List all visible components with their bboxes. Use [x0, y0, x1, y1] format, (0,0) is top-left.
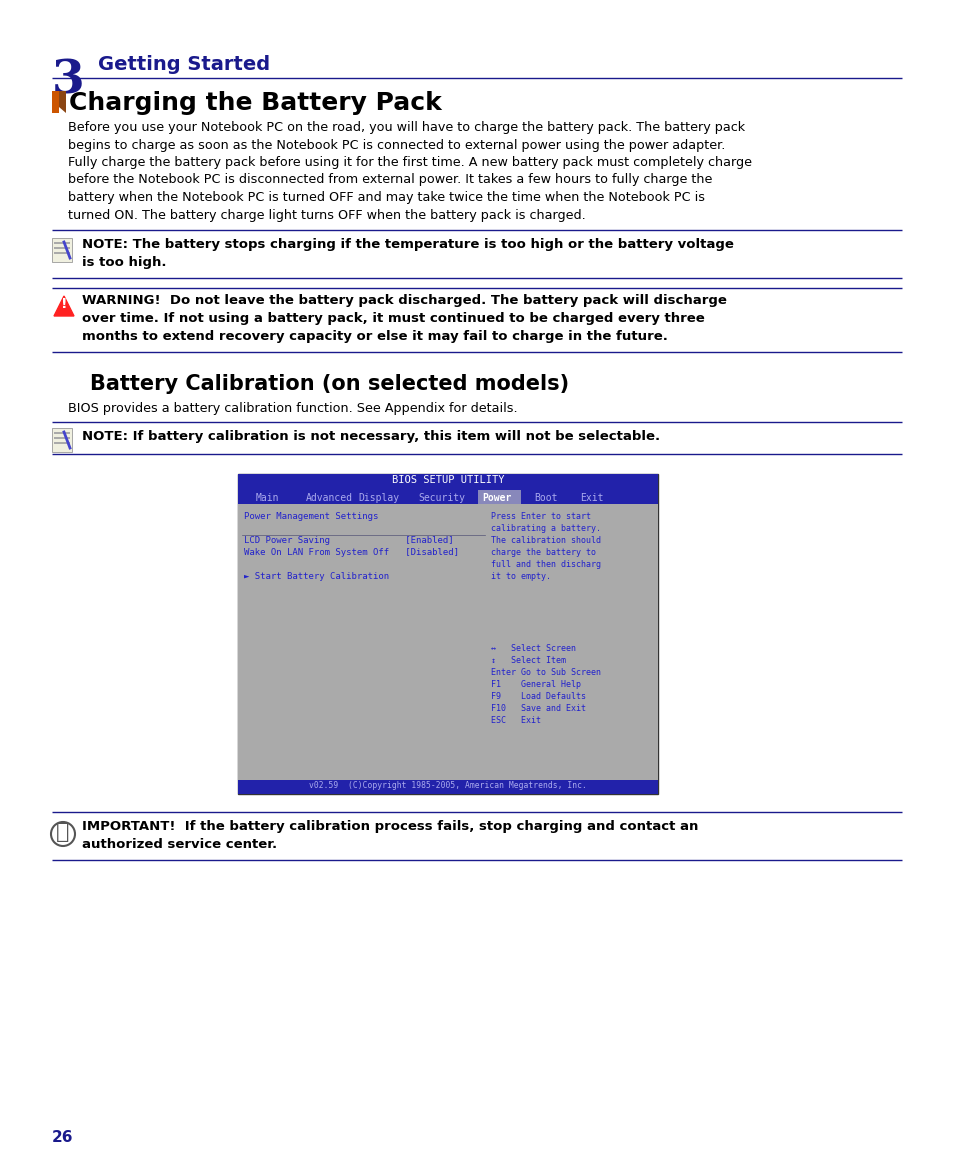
Bar — [237, 474, 658, 490]
Text: charge the battery to: charge the battery to — [491, 547, 596, 557]
Text: battery when the Notebook PC is turned OFF and may take twice the time when the : battery when the Notebook PC is turned O… — [68, 191, 704, 204]
Text: turned ON. The battery charge light turns OFF when the battery pack is charged.: turned ON. The battery charge light turn… — [68, 209, 585, 222]
Bar — [237, 504, 486, 780]
Text: F9    Load Defaults: F9 Load Defaults — [491, 692, 585, 701]
Text: Main: Main — [255, 493, 279, 502]
Text: IMPORTANT!  If the battery calibration process fails, stop charging and contact : IMPORTANT! If the battery calibration pr… — [82, 820, 698, 833]
Bar — [54, 432, 70, 434]
Text: BIOS SETUP UTILITY: BIOS SETUP UTILITY — [392, 475, 504, 485]
Text: NOTE: The battery stops charging if the temperature is too high or the battery v: NOTE: The battery stops charging if the … — [82, 238, 733, 251]
Polygon shape — [52, 91, 66, 113]
Text: NOTE: If battery calibration is not necessary, this item will not be selectable.: NOTE: If battery calibration is not nece… — [82, 430, 659, 444]
Text: Power: Power — [481, 493, 511, 502]
Text: Display: Display — [357, 493, 398, 502]
Text: !: ! — [61, 297, 67, 311]
Text: LCD Power Saving              [Enabled]: LCD Power Saving [Enabled] — [244, 536, 453, 545]
Text: full and then discharg: full and then discharg — [491, 560, 600, 569]
Text: begins to charge as soon as the Notebook PC is connected to external power using: begins to charge as soon as the Notebook… — [68, 139, 724, 151]
Text: ↕   Select Item: ↕ Select Item — [491, 656, 565, 665]
Text: Advanced: Advanced — [306, 493, 353, 502]
Text: Wake On LAN From System Off   [Disabled]: Wake On LAN From System Off [Disabled] — [244, 547, 458, 557]
Bar — [54, 247, 70, 249]
Text: ► Start Battery Calibration: ► Start Battery Calibration — [244, 572, 389, 581]
Bar — [477, 490, 520, 504]
Text: Charging the Battery Pack: Charging the Battery Pack — [69, 91, 441, 116]
Text: Security: Security — [417, 493, 464, 502]
Text: Enter Go to Sub Screen: Enter Go to Sub Screen — [491, 668, 600, 677]
Text: over time. If not using a battery pack, it must continued to be charged every th: over time. If not using a battery pack, … — [82, 312, 704, 325]
Bar — [54, 442, 70, 444]
Text: Before you use your Notebook PC on the road, you will have to charge the battery: Before you use your Notebook PC on the r… — [68, 121, 744, 134]
Bar — [52, 429, 71, 452]
Text: Boot: Boot — [534, 493, 557, 502]
Text: Power Management Settings: Power Management Settings — [244, 512, 378, 521]
Text: ✋: ✋ — [56, 822, 70, 842]
Text: The calibration should: The calibration should — [491, 536, 600, 545]
Text: Battery Calibration (on selected models): Battery Calibration (on selected models) — [90, 374, 569, 394]
Text: F10   Save and Exit: F10 Save and Exit — [491, 705, 585, 713]
Text: Press Enter to start: Press Enter to start — [491, 512, 590, 521]
Text: Fully charge the battery pack before using it for the first time. A new battery : Fully charge the battery pack before usi… — [68, 156, 751, 169]
Text: WARNING!  Do not leave the battery pack discharged. The battery pack will discha: WARNING! Do not leave the battery pack d… — [82, 295, 726, 307]
Text: 3: 3 — [52, 58, 85, 104]
Text: F1    General Help: F1 General Help — [491, 680, 580, 690]
Text: ↔   Select Screen: ↔ Select Screen — [491, 644, 576, 653]
Text: before the Notebook PC is disconnected from external power. It takes a few hours: before the Notebook PC is disconnected f… — [68, 173, 712, 186]
Bar — [54, 243, 70, 244]
Bar — [52, 238, 71, 262]
Polygon shape — [52, 91, 59, 113]
Text: authorized service center.: authorized service center. — [82, 839, 276, 851]
Text: ESC   Exit: ESC Exit — [491, 716, 540, 725]
Text: months to extend recovery capacity or else it may fail to charge in the future.: months to extend recovery capacity or el… — [82, 330, 667, 343]
Bar — [54, 437, 70, 439]
Bar — [486, 504, 658, 780]
Bar — [237, 490, 658, 504]
Text: Exit: Exit — [579, 493, 603, 502]
Bar — [54, 252, 70, 254]
Text: v02.59  (C)Copyright 1985-2005, American Megatrends, Inc.: v02.59 (C)Copyright 1985-2005, American … — [309, 782, 586, 790]
Text: BIOS provides a battery calibration function. See Appendix for details.: BIOS provides a battery calibration func… — [68, 402, 517, 415]
Text: it to empty.: it to empty. — [491, 572, 551, 581]
Text: is too high.: is too high. — [82, 256, 167, 269]
Bar — [237, 780, 658, 793]
Polygon shape — [54, 296, 74, 316]
Text: calibrating a battery.: calibrating a battery. — [491, 524, 600, 532]
Bar — [237, 474, 658, 793]
Text: Getting Started: Getting Started — [98, 55, 270, 74]
Text: 26: 26 — [52, 1130, 73, 1145]
